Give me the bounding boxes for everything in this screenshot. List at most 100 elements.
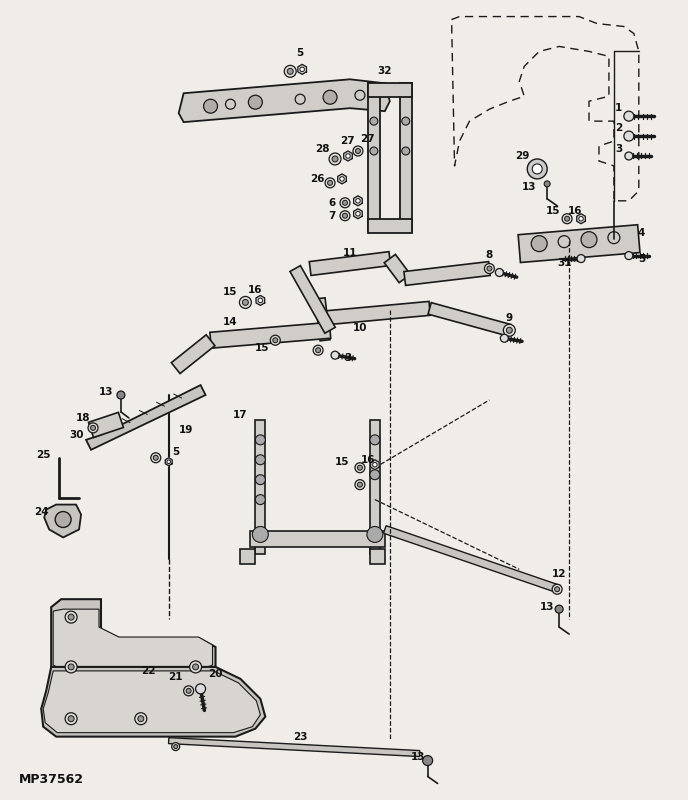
Circle shape [370,147,378,155]
Circle shape [242,299,248,306]
Circle shape [565,216,570,222]
Polygon shape [428,302,511,336]
Text: 2: 2 [615,123,623,133]
Circle shape [65,713,77,725]
Text: 14: 14 [223,318,238,327]
Circle shape [343,214,347,218]
Circle shape [68,614,74,620]
Polygon shape [344,151,352,161]
Circle shape [579,217,583,221]
Text: 16: 16 [568,206,582,216]
Circle shape [343,200,347,206]
Circle shape [484,263,495,274]
Text: 13: 13 [411,751,425,762]
Text: 15: 15 [223,287,238,298]
Text: 32: 32 [378,66,392,76]
Text: 7: 7 [328,210,336,221]
Circle shape [325,178,335,188]
Circle shape [248,95,262,109]
Polygon shape [338,174,346,184]
Circle shape [624,111,634,121]
Polygon shape [518,225,640,262]
Polygon shape [577,214,585,224]
Polygon shape [384,254,410,282]
Circle shape [173,745,178,749]
Text: 13: 13 [98,387,114,397]
Circle shape [316,348,321,353]
Circle shape [625,152,633,160]
Circle shape [255,454,266,465]
Polygon shape [310,252,391,275]
Text: 8: 8 [486,250,493,259]
Circle shape [531,236,547,252]
Polygon shape [370,420,380,554]
Circle shape [186,688,191,694]
Text: 15: 15 [546,206,561,216]
Circle shape [65,661,77,673]
Circle shape [402,147,410,155]
Text: 30: 30 [69,430,83,440]
Text: 12: 12 [552,570,566,579]
Text: 21: 21 [169,672,183,682]
Circle shape [332,156,338,162]
Circle shape [356,198,361,203]
Circle shape [504,324,515,336]
Polygon shape [86,385,206,450]
Circle shape [91,426,96,430]
Circle shape [184,686,193,696]
Circle shape [370,470,380,480]
Circle shape [370,117,378,125]
Circle shape [167,460,171,463]
Text: 18: 18 [76,413,90,423]
Circle shape [373,462,377,467]
Circle shape [555,586,559,592]
Circle shape [327,180,332,186]
Circle shape [356,149,361,154]
Circle shape [340,210,350,221]
Circle shape [500,334,508,342]
Circle shape [544,181,550,187]
Circle shape [323,90,337,104]
Text: 24: 24 [34,506,49,517]
Polygon shape [383,526,561,593]
Circle shape [358,482,363,487]
Circle shape [88,423,98,433]
Circle shape [255,494,266,505]
Text: 16: 16 [248,286,263,295]
Text: 26: 26 [310,174,324,184]
Circle shape [255,435,266,445]
Circle shape [252,526,268,542]
Text: 5: 5 [297,49,304,58]
Polygon shape [256,295,265,306]
Polygon shape [179,79,390,122]
Circle shape [487,266,492,271]
Text: 23: 23 [293,732,308,742]
Polygon shape [240,550,255,564]
Circle shape [68,716,74,722]
Text: 27: 27 [361,134,375,144]
Text: 6: 6 [328,198,336,208]
Polygon shape [41,667,266,737]
Text: 15: 15 [335,457,350,466]
Polygon shape [53,609,213,671]
Text: 11: 11 [343,247,357,258]
Circle shape [340,198,350,208]
Circle shape [624,131,634,141]
Circle shape [555,605,563,613]
Text: 4: 4 [637,228,645,238]
Polygon shape [354,196,363,206]
Circle shape [284,66,297,78]
Polygon shape [315,298,330,341]
Text: 1: 1 [615,103,623,113]
Text: 31: 31 [557,258,571,267]
Polygon shape [165,458,172,466]
Text: 22: 22 [142,666,156,676]
Circle shape [329,153,341,165]
Circle shape [346,154,350,158]
Circle shape [255,474,266,485]
Circle shape [402,117,410,125]
Text: 20: 20 [208,669,223,679]
Circle shape [331,351,339,359]
Text: MP37562: MP37562 [19,774,85,786]
Polygon shape [319,302,430,326]
